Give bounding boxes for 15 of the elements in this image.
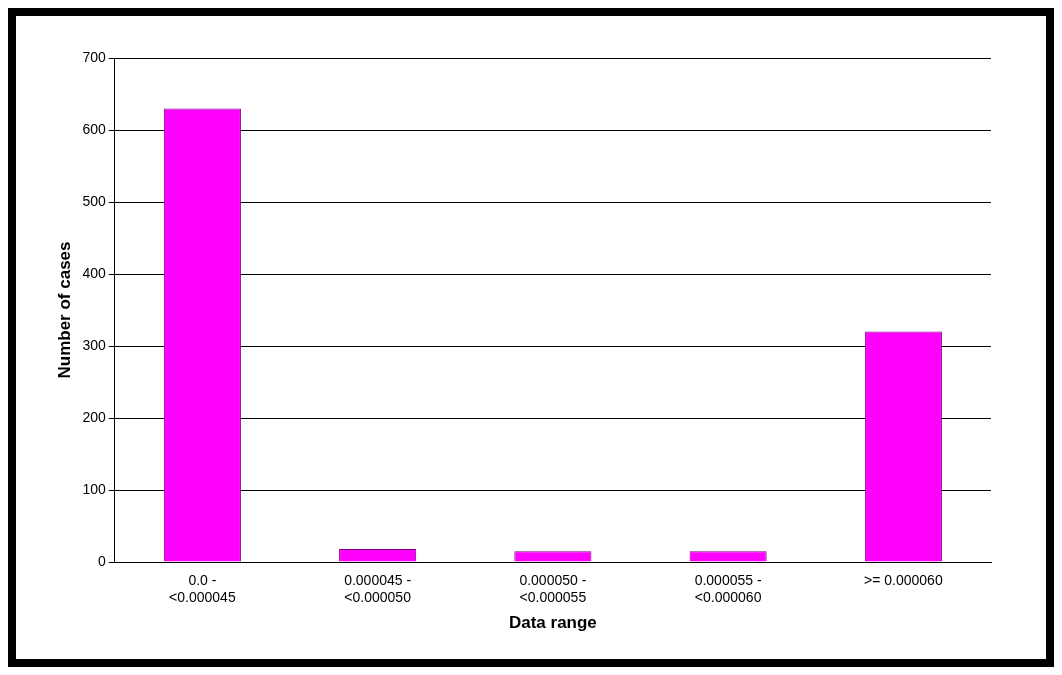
x-tick-label: >= 0.000060 (864, 572, 943, 589)
y-tick-label: 100 (82, 480, 106, 497)
y-tick-label: 0 (97, 552, 106, 569)
y-tick-label: 700 (82, 48, 106, 65)
x-tick-label: 0.0 - <0.000045 (169, 572, 236, 606)
y-tick-label: 200 (82, 408, 106, 425)
y-axis-title: Number of cases (54, 241, 74, 379)
y-tick-label: 500 (82, 192, 106, 209)
y-tick-label: 400 (82, 264, 106, 281)
x-tick-label: 0.000045 - <0.000050 (344, 572, 412, 606)
x-axis-title: Data range (508, 613, 597, 633)
y-tick-label: 300 (82, 336, 106, 353)
x-tick-label: 0.000050 - <0.000055 (519, 572, 587, 606)
y-tick-label: 600 (82, 120, 106, 137)
x-tick-label: 0.000055 - <0.000060 (694, 572, 762, 606)
